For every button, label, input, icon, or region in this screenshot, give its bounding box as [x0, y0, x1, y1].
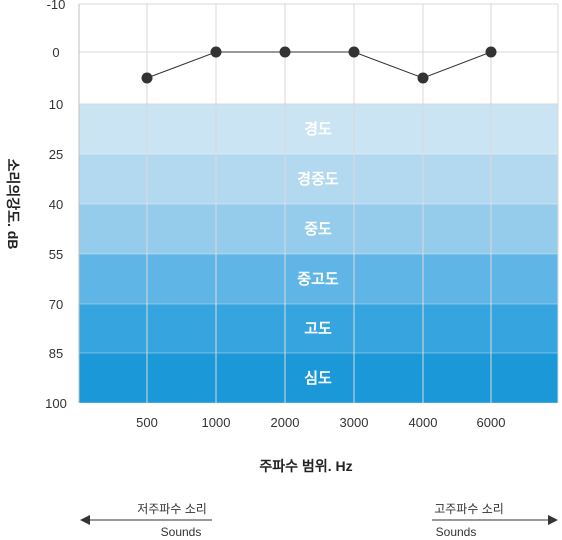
- data-point-4: [417, 72, 429, 84]
- hearing-loss-bands: [79, 104, 558, 403]
- y-axis-title: 소리의강도. dB: [5, 159, 21, 250]
- band-label-2: 중도: [304, 221, 332, 238]
- band-0: [79, 104, 558, 154]
- band-label-4: 고도: [304, 321, 332, 338]
- low-frequency-sub: Sounds: [161, 525, 202, 539]
- band-2: [79, 204, 558, 254]
- series-layer: [141, 46, 497, 84]
- band-1: [79, 154, 558, 204]
- y-tick-label-1: 0: [52, 45, 59, 60]
- y-tick-label-3: 25: [49, 147, 63, 162]
- high-frequency-label: 고주파수 소리: [434, 502, 504, 516]
- high-frequency-indicator: 고주파수 소리 Sounds: [432, 502, 558, 539]
- band-label-0: 경도: [304, 120, 332, 138]
- x-tick-label-0: 500: [136, 415, 158, 430]
- y-tick-label-2: 10: [49, 97, 63, 112]
- axes: -10 0 10 25 40 55 70 85 100 500 1000 2000 3000 4000 60…: [45, 0, 559, 430]
- data-point-0: [141, 72, 153, 84]
- y-tick-label-0: -10: [47, 0, 66, 12]
- band-4: [79, 304, 558, 353]
- left-arrow-icon: [80, 515, 90, 525]
- data-point-1: [210, 46, 222, 58]
- data-point-3: [348, 46, 360, 58]
- data-point-2: [279, 46, 291, 58]
- y-tick-label-5: 55: [49, 247, 63, 262]
- low-frequency-indicator: 저주파수 소리 Sounds: [80, 502, 212, 539]
- band-label-3: 중고도: [297, 271, 339, 288]
- band-label-5: 심도: [304, 370, 332, 387]
- series-line-0: [146, 51, 492, 79]
- grid: [79, 3, 558, 404]
- x-axis-title: 주파수 범위. Hz: [259, 458, 352, 474]
- y-tick-label-8: 100: [45, 396, 67, 411]
- low-frequency-label: 저주파수 소리: [137, 502, 207, 516]
- x-tick-label-4: 4000: [409, 415, 438, 430]
- high-frequency-sub: Sounds: [436, 525, 477, 539]
- x-tick-label-1: 1000: [202, 415, 231, 430]
- x-tick-label-3: 3000: [340, 415, 369, 430]
- band-label-1: 경중도: [297, 170, 339, 188]
- y-tick-label-4: 40: [49, 197, 63, 212]
- y-tick-label-7: 85: [49, 346, 63, 361]
- data-point-5: [485, 46, 497, 58]
- x-tick-label-5: 6000: [477, 415, 506, 430]
- right-arrow-icon: [548, 515, 558, 525]
- band-3: [79, 254, 558, 304]
- y-tick-label-6: 70: [49, 297, 63, 312]
- x-tick-label-2: 2000: [271, 415, 300, 430]
- band-5: [79, 353, 558, 403]
